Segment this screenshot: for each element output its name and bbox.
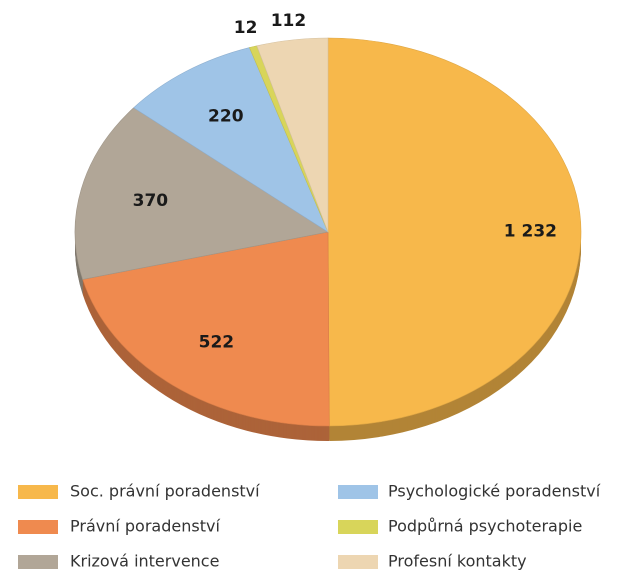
legend-label: Právní poradenství [70,517,220,536]
value-label: 1 232 [504,222,557,242]
legend-label: Soc. právní poradenství [70,482,260,501]
legend-label: Profesní kontakty [388,552,527,571]
legend-swatch [18,555,58,569]
legend-swatch [338,555,378,569]
legend-label: Psychologické poradenství [388,482,601,501]
value-label: 370 [133,191,169,211]
slice [327,37,582,427]
legend-swatch [338,520,378,534]
slice [133,47,329,233]
value-label: 220 [208,106,244,126]
legend-swatch [18,520,58,534]
legend-label: Podpůrná psychoterapie [388,517,582,536]
value-label: 12 [234,18,258,38]
legend-swatch [338,485,378,499]
value-label: 112 [271,11,307,31]
legend-label: Krizová intervence [70,552,219,571]
slice [256,37,329,233]
value-label: 522 [199,332,235,352]
legend-swatch [18,485,58,499]
slice [74,107,329,280]
slice [82,231,330,427]
